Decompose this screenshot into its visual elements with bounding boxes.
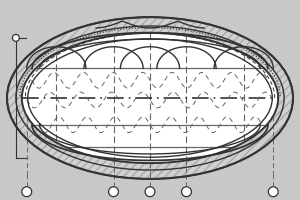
Circle shape [268, 187, 278, 197]
Ellipse shape [7, 17, 293, 179]
Circle shape [145, 187, 155, 197]
Circle shape [22, 187, 32, 197]
Ellipse shape [22, 33, 278, 163]
Circle shape [109, 187, 118, 197]
Circle shape [12, 34, 19, 41]
Circle shape [182, 187, 191, 197]
